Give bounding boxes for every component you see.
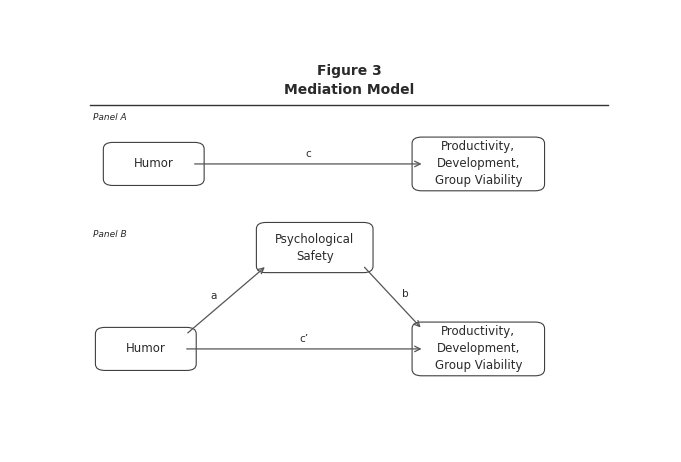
- FancyBboxPatch shape: [256, 223, 373, 273]
- Text: Psychological
Safety: Psychological Safety: [275, 232, 354, 262]
- Text: c: c: [305, 149, 311, 159]
- Text: Humor: Humor: [126, 342, 165, 355]
- Text: Humor: Humor: [133, 158, 174, 170]
- FancyBboxPatch shape: [412, 137, 545, 191]
- FancyBboxPatch shape: [412, 322, 545, 376]
- Text: c’: c’: [300, 334, 308, 344]
- Text: Panel A: Panel A: [93, 113, 127, 122]
- FancyBboxPatch shape: [95, 328, 196, 371]
- Text: Productivity,
Development,
Group Viability: Productivity, Development, Group Viabili…: [434, 140, 522, 188]
- Text: Productivity,
Development,
Group Viability: Productivity, Development, Group Viabili…: [434, 325, 522, 372]
- Text: Panel B: Panel B: [93, 230, 127, 239]
- Text: a: a: [210, 292, 217, 301]
- Text: b: b: [402, 289, 409, 299]
- Text: Figure 3
Mediation Model: Figure 3 Mediation Model: [284, 64, 414, 97]
- FancyBboxPatch shape: [104, 142, 204, 185]
